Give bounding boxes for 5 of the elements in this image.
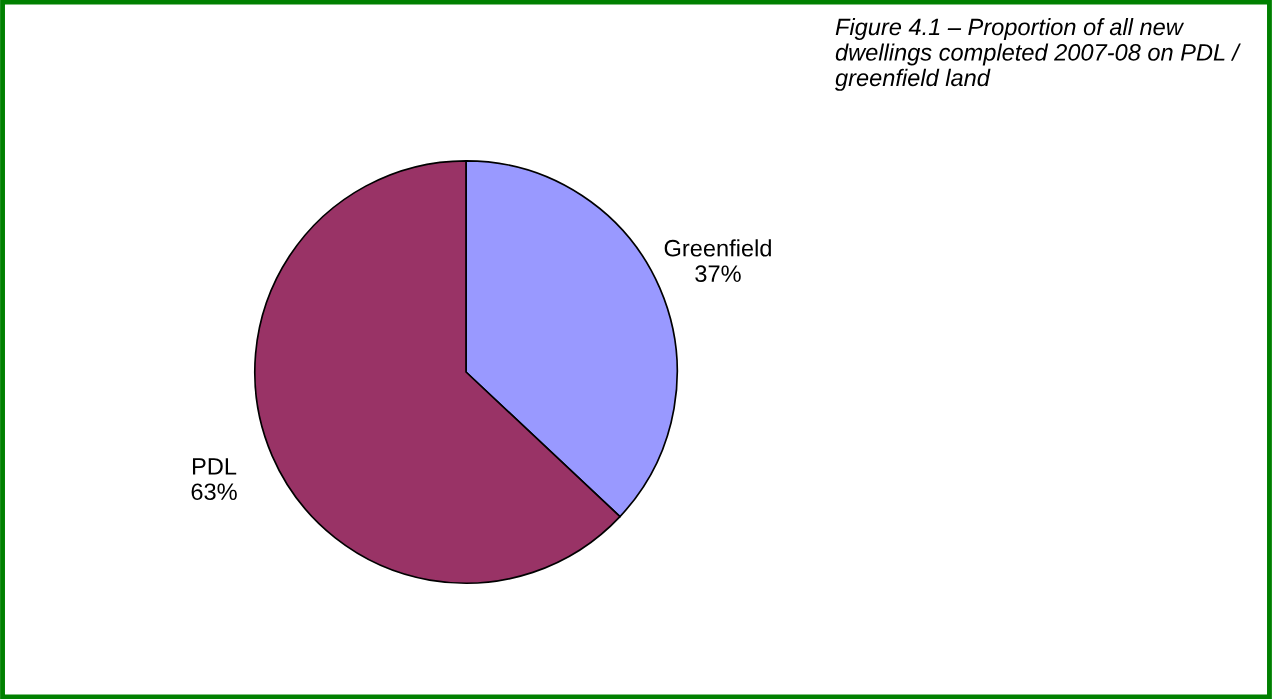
text: Figure 4.1 – Proportion of all new dwellings completed 2007-08 on PDL / greenfield land — [835, 18, 1241, 91]
data-label: 37% — [695, 265, 741, 283]
data-label: 63% — [191, 483, 237, 501]
slice-label: PDL — [192, 458, 237, 475]
slice-label: Greenfield — [664, 239, 771, 257]
